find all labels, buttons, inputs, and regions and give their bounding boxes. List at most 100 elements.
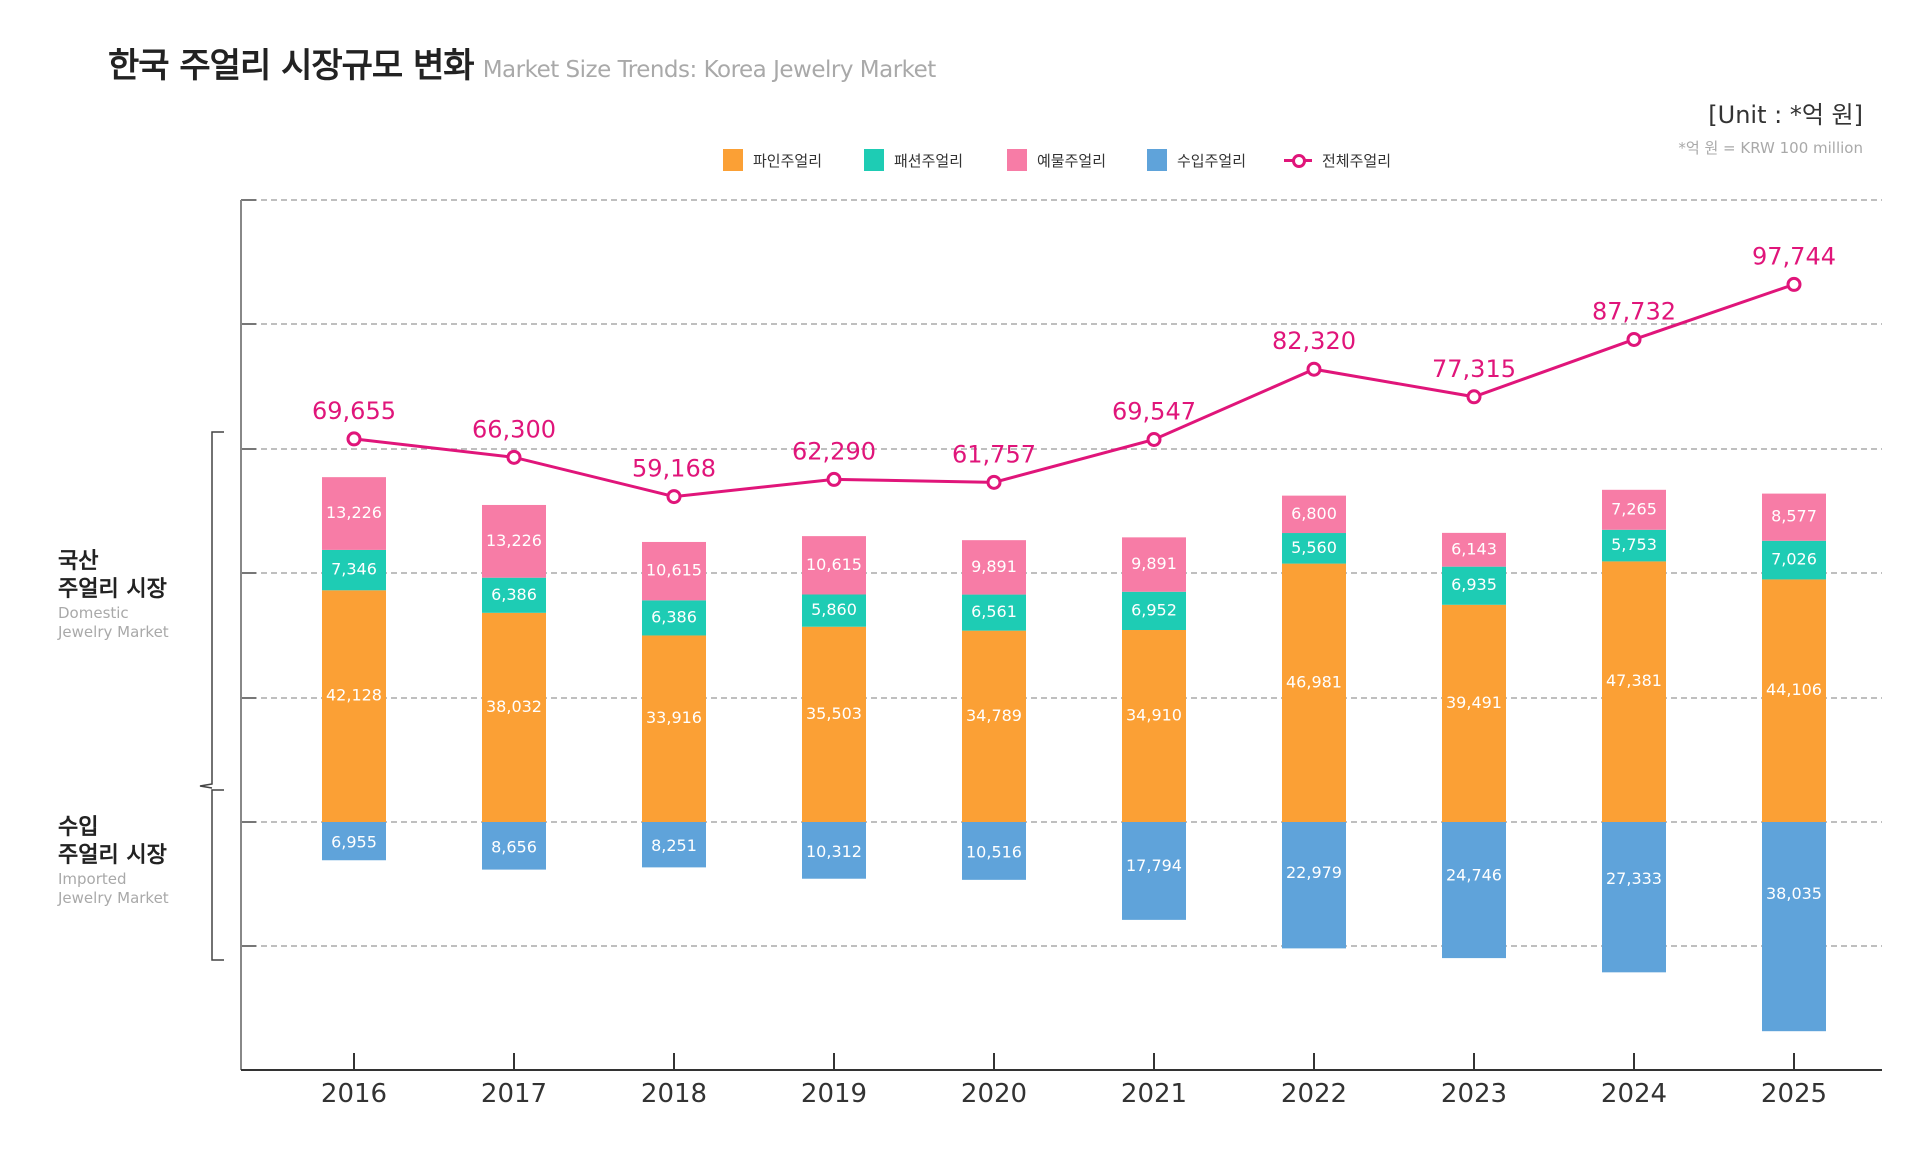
- bar-gift-2018: [642, 541, 706, 601]
- total-value-label: 69,547: [1112, 397, 1196, 425]
- bar-label-fine: 39,491: [1446, 693, 1502, 712]
- bar-label-imported: 10,312: [806, 842, 862, 861]
- bar-fine-2022: [1282, 563, 1346, 822]
- total-point-2019: [826, 471, 842, 487]
- bar-fashion-2025: [1762, 540, 1826, 580]
- bar-label-gift: 9,891: [1131, 554, 1177, 573]
- domestic-market-label: 국산 주얼리 시장 Domestic Jewelry Market: [58, 548, 169, 642]
- total-line-series: 69,655 66,300 59,168 62,290 61,757 69,547 82,3…: [312, 242, 1836, 505]
- bar-fine-2025: [1762, 579, 1826, 822]
- legend-swatch-fashion: [864, 149, 884, 171]
- legend-item-total: 전체주얼리: [1284, 145, 1391, 175]
- bar-gift-2023: [1442, 532, 1506, 567]
- legend-label: 파인주얼리: [753, 151, 823, 170]
- legend-swatch-gift: [1007, 149, 1027, 171]
- bar-label-imported: 38,035: [1766, 884, 1822, 903]
- total-point-2023: [1466, 389, 1482, 405]
- total-value-label: 66,300: [472, 415, 556, 443]
- x-tick-label: 2018: [641, 1079, 707, 1109]
- bar-imported-2019: [802, 822, 866, 879]
- bar-label-imported: 24,746: [1446, 866, 1502, 885]
- bar-gift-2020: [962, 540, 1026, 595]
- bar-label-fashion: 6,386: [651, 607, 697, 626]
- bar-label-imported: 8,656: [491, 837, 537, 856]
- legend-item-fine: 파인주얼리: [723, 145, 822, 175]
- bar-fine-2019: [802, 626, 866, 822]
- bar-label-gift: 10,615: [646, 561, 702, 580]
- bar-label-gift: 10,615: [806, 555, 862, 574]
- bar-label-fashion: 5,753: [1611, 535, 1657, 554]
- imported-market-label: 수입 주얼리 시장 Imported Jewelry Market: [58, 814, 169, 908]
- bar-gift-2024: [1602, 489, 1666, 530]
- bar-label-fine: 34,789: [966, 706, 1022, 725]
- bar-label-fashion: 7,346: [331, 560, 377, 579]
- total-point-2025: [1786, 276, 1802, 292]
- legend-item-fashion: 패션주얼리: [864, 145, 963, 175]
- bar-fine-2016: [322, 590, 386, 822]
- x-tick-label: 2024: [1601, 1079, 1667, 1109]
- imported-en-line1: Imported: [58, 870, 127, 888]
- x-tick-label: 2021: [1121, 1079, 1187, 1109]
- bar-imported-2025: [1762, 822, 1826, 1032]
- bar-imported-2017: [482, 822, 546, 870]
- bar-label-gift: 9,891: [971, 557, 1017, 576]
- bar-imported-2022: [1282, 822, 1346, 949]
- imported-bracket: [211, 789, 224, 961]
- bar-label-gift: 6,800: [1291, 504, 1337, 523]
- bar-label-fine: 33,916: [646, 708, 702, 727]
- legend-label: 전체주얼리: [1322, 151, 1392, 170]
- bar-fine-2024: [1602, 561, 1666, 822]
- bar-imported-2024: [1602, 822, 1666, 973]
- total-point-2021: [1146, 431, 1162, 447]
- bar-fine-2018: [642, 635, 706, 822]
- total-value-label: 77,315: [1432, 355, 1516, 383]
- total-value-label: 61,757: [952, 440, 1036, 468]
- bar-gift-2025: [1762, 493, 1826, 541]
- total-point-2017: [506, 449, 522, 465]
- total-value-label: 59,168: [632, 455, 716, 483]
- x-axis-labels: 2016 2017 2018 2019 2020 2021 2022 2023 2024 2025: [321, 1053, 1827, 1109]
- bar-fashion-2019: [802, 594, 866, 627]
- bar-label-imported: 22,979: [1286, 863, 1342, 882]
- legend-swatch-imported: [1147, 149, 1167, 171]
- bar-label-gift: 8,577: [1771, 507, 1817, 526]
- legend-label: 예물주얼리: [1037, 151, 1107, 170]
- bar-label-imported: 10,516: [966, 842, 1022, 861]
- total-point-2020: [986, 474, 1002, 490]
- legend-label: 수입주얼리: [1177, 151, 1247, 170]
- x-tick-label: 2016: [321, 1079, 387, 1109]
- bar-label-fine: 44,106: [1766, 680, 1822, 699]
- brackets: [199, 431, 224, 961]
- bar-label-gift: 6,143: [1451, 539, 1497, 558]
- bar-fine-2017: [482, 612, 546, 822]
- bar-fashion-2017: [482, 577, 546, 613]
- bar-label-fine: 47,381: [1606, 671, 1662, 690]
- bar-gift-2021: [1122, 537, 1186, 592]
- x-tick-label: 2023: [1441, 1079, 1507, 1109]
- bar-label-fashion: 6,561: [971, 602, 1017, 621]
- total-value-label: 87,732: [1592, 297, 1676, 325]
- unit-label: [Unit : *억 원]: [1708, 101, 1863, 129]
- legend-label: 패션주얼리: [894, 151, 964, 170]
- bar-label-fashion: 6,952: [1131, 600, 1177, 619]
- bar-label-fashion: 6,386: [491, 585, 537, 604]
- line-marker-icon: [1284, 149, 1312, 171]
- total-point-2018: [666, 489, 682, 505]
- total-value-label: 82,320: [1272, 327, 1356, 355]
- imported-en-line2: Jewelry Market: [58, 889, 169, 907]
- domestic-ko-line1: 국산: [58, 549, 99, 574]
- bar-label-fine: 34,910: [1126, 705, 1182, 724]
- bar-label-imported: 8,251: [651, 836, 697, 855]
- title-korean: 한국 주얼리 시장규모 변화: [108, 46, 475, 86]
- bar-label-fashion: 7,026: [1771, 550, 1817, 569]
- bar-fashion-2022: [1282, 533, 1346, 564]
- bar-imported-2016: [322, 822, 386, 861]
- legend-swatch-fine: [723, 149, 743, 171]
- bar-label-fine: 42,128: [326, 686, 382, 705]
- total-point-2016: [346, 431, 362, 447]
- bar-label-gift: 7,265: [1611, 499, 1657, 518]
- bar-gift-2022: [1282, 495, 1346, 534]
- x-tick-label: 2022: [1281, 1079, 1347, 1109]
- unit-note: *억 원 = KRW 100 million: [1678, 139, 1863, 157]
- legend-item-gift: 예물주얼리: [1007, 145, 1106, 175]
